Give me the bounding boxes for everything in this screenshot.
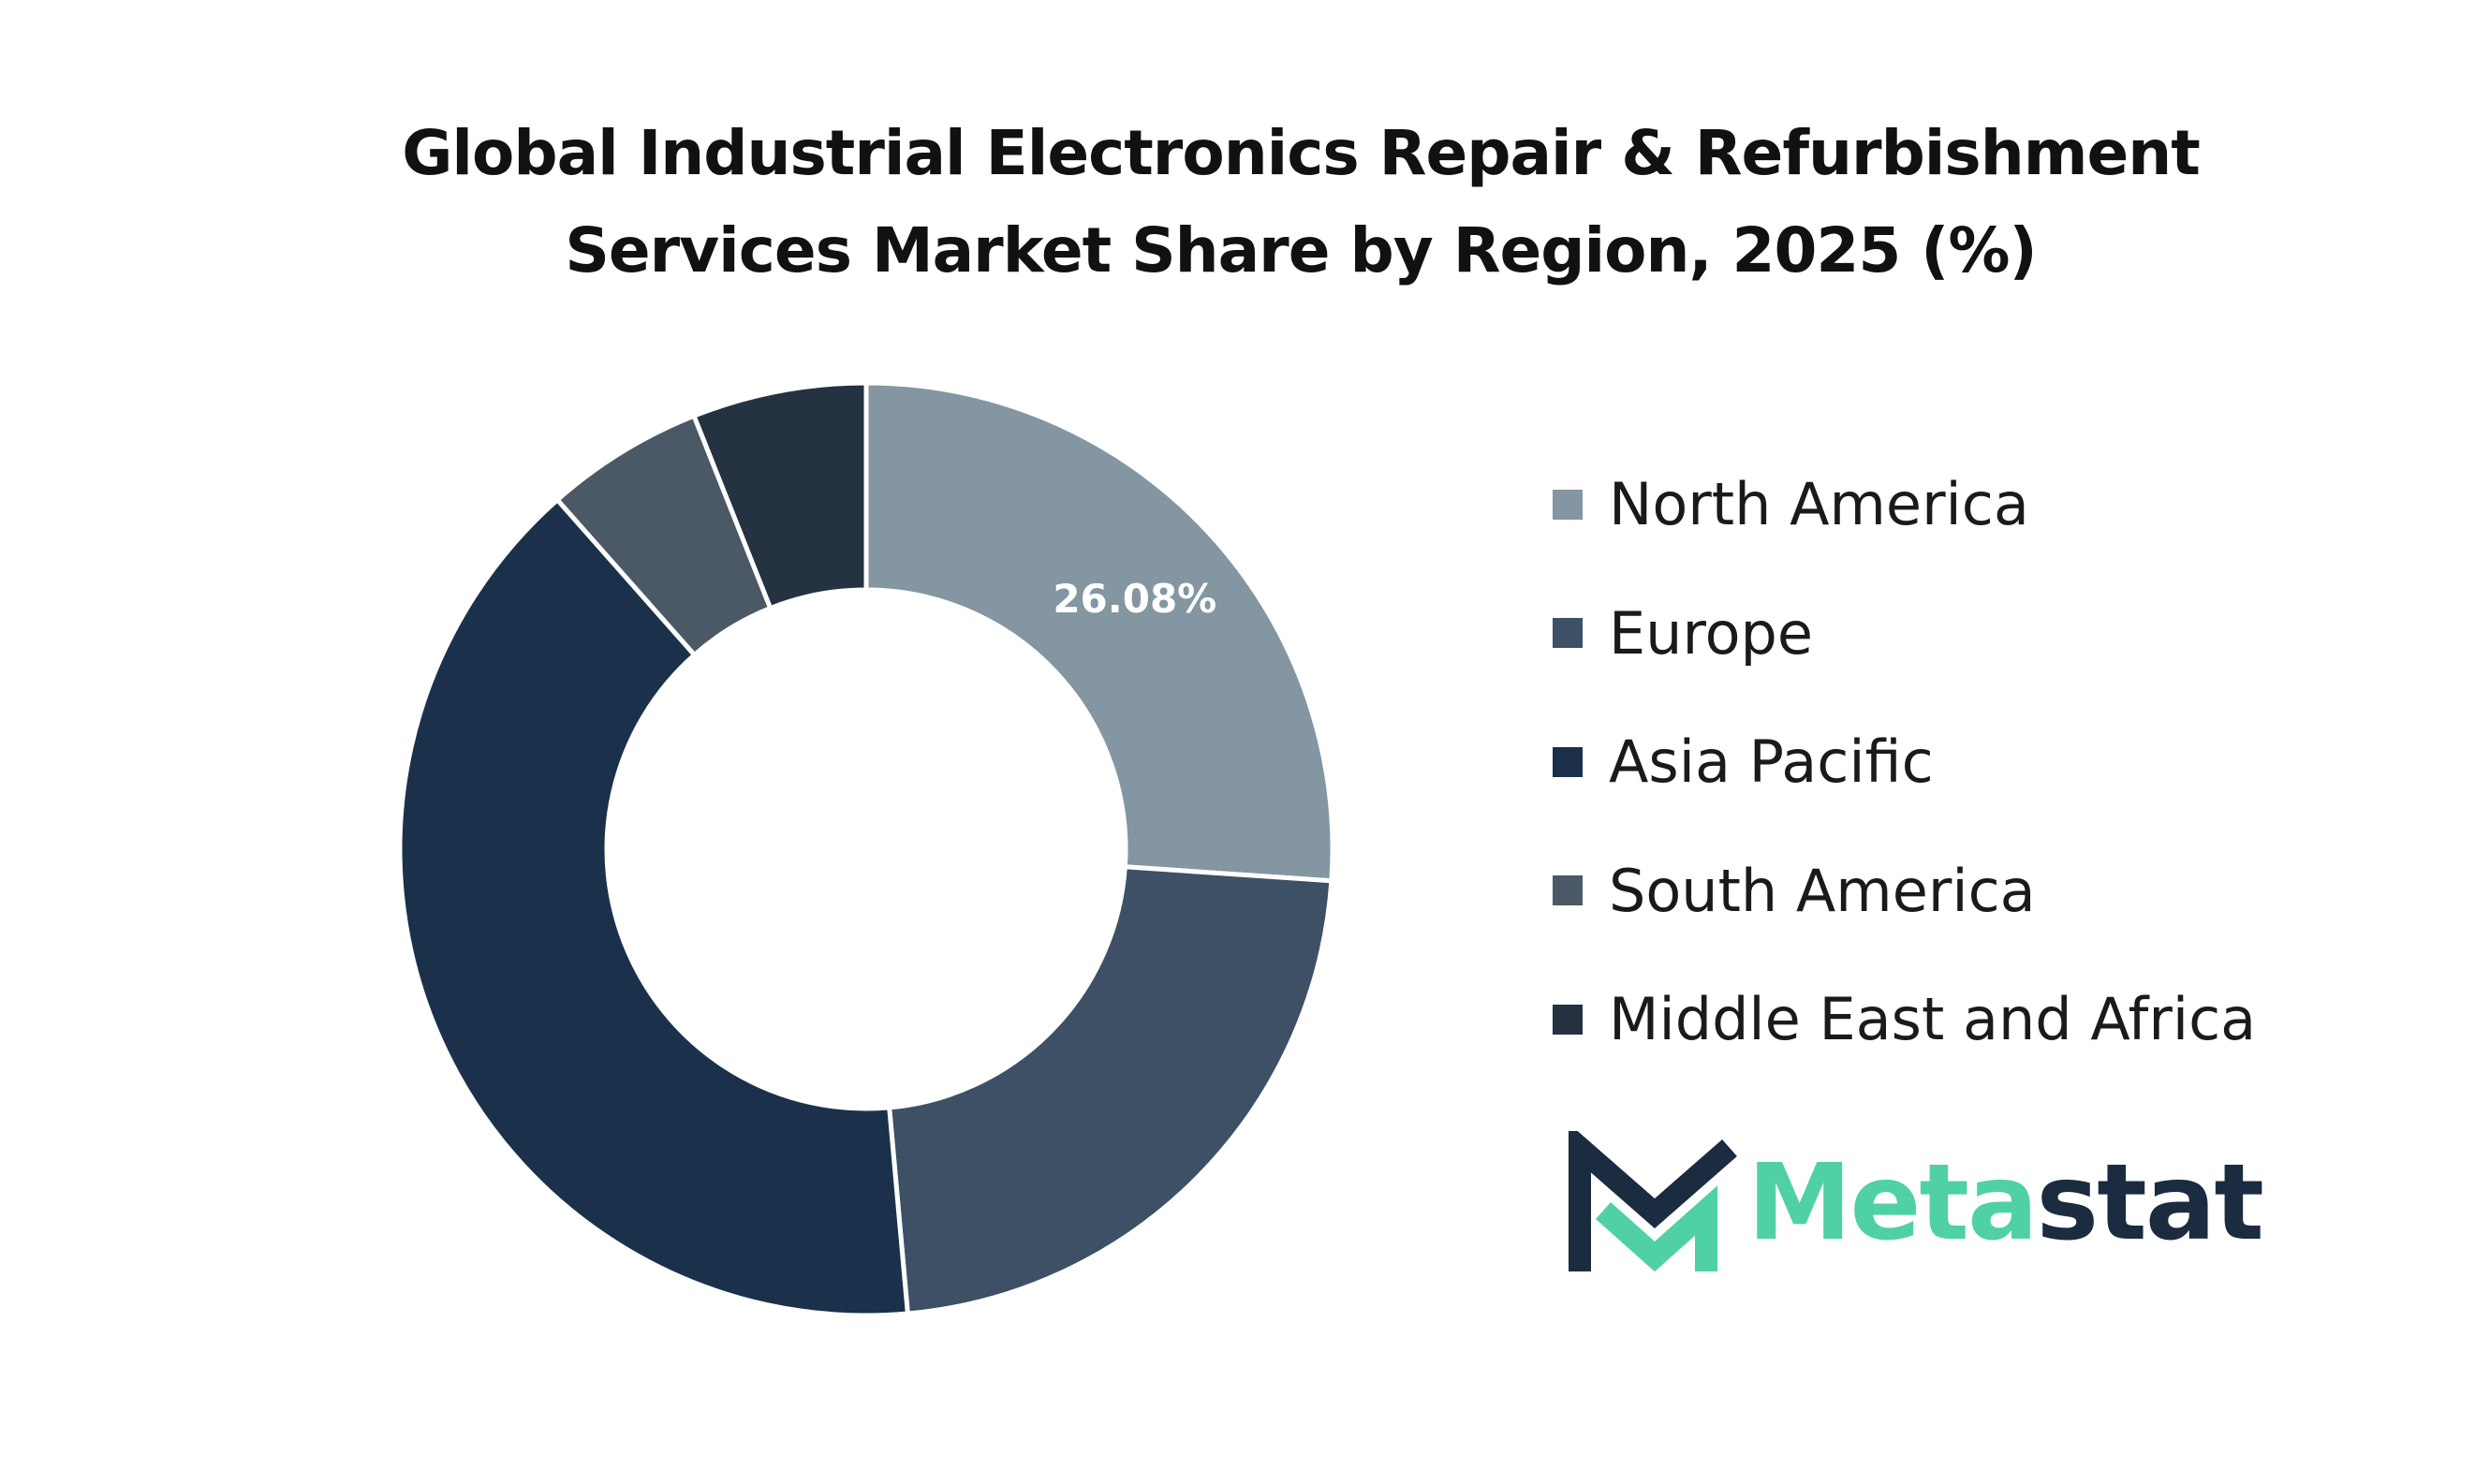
legend-label-north-america: North America bbox=[1609, 470, 2029, 539]
legend-item-asia-pacific[interactable]: Asia Pacific bbox=[1553, 698, 2256, 827]
chart-title-line-2: Services Market Share by Region, 2025 (%… bbox=[565, 214, 2037, 287]
legend-swatch-middle-east-and-africa bbox=[1553, 1004, 1583, 1035]
legend-label-europe: Europe bbox=[1609, 598, 1814, 668]
donut-data-labels: 26.08% bbox=[1053, 576, 1216, 622]
legend-swatch-asia-pacific bbox=[1553, 746, 1583, 777]
legend-label-south-america: South America bbox=[1609, 856, 2036, 925]
legend-swatch-south-america bbox=[1553, 875, 1583, 906]
metastat-logo-text: Metastat bbox=[1747, 1151, 2264, 1256]
legend-label-middle-east-and-africa: Middle East and Africa bbox=[1609, 985, 2257, 1054]
chart-title: Global Industrial Electronics Repair & R… bbox=[0, 105, 2490, 300]
logo-text-meta: Meta bbox=[1747, 1142, 2039, 1264]
logo-text-stat: stat bbox=[2036, 1142, 2264, 1264]
data-label-north-america: 26.08% bbox=[1053, 576, 1216, 622]
donut-slice-asia-pacific[interactable] bbox=[397, 496, 911, 1318]
legend-label-asia-pacific: Asia Pacific bbox=[1609, 727, 1934, 797]
donut-slice-north-america[interactable] bbox=[863, 380, 1335, 884]
legend-item-europe[interactable]: Europe bbox=[1553, 569, 2256, 698]
donut-slices bbox=[397, 380, 1335, 1318]
chart-title-line-1: Global Industrial Electronics Repair & R… bbox=[402, 117, 2201, 189]
metastat-logo: Metastat bbox=[1566, 1128, 2264, 1278]
legend-swatch-europe bbox=[1553, 618, 1583, 649]
legend-item-south-america[interactable]: South America bbox=[1553, 827, 2256, 956]
donut-slice-middle-east-and-africa[interactable] bbox=[690, 380, 869, 611]
metastat-logo-icon bbox=[1569, 1130, 1737, 1271]
legend-item-north-america[interactable]: North America bbox=[1553, 440, 2256, 569]
chart-legend: North America Europe Asia Pacific South … bbox=[1553, 440, 2256, 1084]
legend-item-middle-east-and-africa[interactable]: Middle East and Africa bbox=[1553, 955, 2256, 1084]
donut-slice-europe[interactable] bbox=[886, 864, 1334, 1316]
donut-chart: 26.08% bbox=[397, 380, 1335, 1318]
legend-swatch-north-america bbox=[1553, 489, 1583, 520]
